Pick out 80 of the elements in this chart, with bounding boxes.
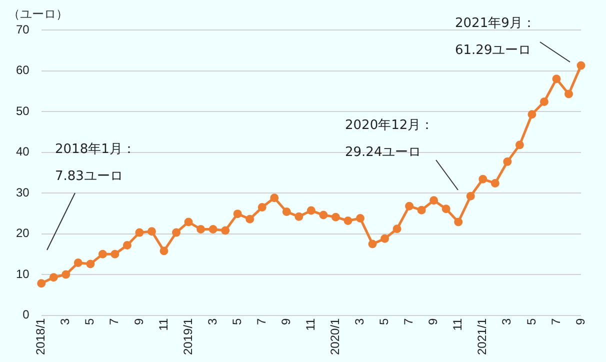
point: [430, 196, 438, 205]
point: [110, 250, 120, 258]
point: [37, 279, 46, 288]
y-tick-label: 30: [16, 185, 30, 200]
point: [392, 224, 402, 234]
point: [49, 273, 58, 282]
point: [356, 214, 364, 223]
point: [454, 218, 463, 226]
x-tick-label: 5: [82, 318, 97, 325]
x-tick-label: 11: [156, 318, 170, 331]
point: [490, 178, 500, 188]
x-tick-label: 3: [205, 318, 220, 325]
point: [466, 192, 475, 200]
y-tick-label: 10: [16, 266, 30, 281]
point: [515, 140, 524, 150]
point: [282, 208, 291, 216]
point: [233, 210, 242, 218]
point: [86, 260, 95, 268]
x-tick-label: 2021/1: [475, 318, 490, 355]
annotation: 2021年9月： 61.29ユーロ: [455, 16, 536, 58]
y-axis-title: （ユーロ）: [8, 6, 68, 23]
y-tick-label: 0: [22, 308, 30, 322]
point: [208, 225, 218, 234]
point: [62, 270, 70, 279]
y-tick-label: 40: [16, 144, 30, 159]
x-tick-label: 2019/1: [180, 318, 195, 355]
point: [478, 174, 488, 184]
x-tick-label: 7: [402, 318, 416, 325]
point: [184, 218, 193, 226]
point: [576, 61, 586, 70]
y-tick-label: 60: [16, 63, 30, 78]
x-tick-label: 9: [278, 318, 293, 325]
x-tick-label: 9: [573, 318, 588, 325]
point: [122, 240, 132, 250]
point: [380, 234, 390, 243]
x-tick-label: 11: [303, 318, 318, 331]
point: [417, 206, 426, 214]
x-tick-label: 7: [107, 318, 122, 325]
point: [319, 210, 328, 220]
point: [331, 212, 340, 222]
x-tick-label: 5: [377, 318, 392, 325]
point: [98, 250, 107, 258]
point: [196, 225, 206, 234]
x-tick-label: 11: [450, 318, 465, 331]
point: [405, 202, 414, 210]
y-tick-label: 20: [16, 226, 30, 240]
x-tick-label: 5: [524, 318, 538, 325]
point: [172, 228, 181, 237]
point: [344, 216, 352, 225]
x-tick-label: 2020/1: [328, 318, 342, 355]
x-tick-label: 7: [548, 318, 563, 325]
point: [74, 258, 82, 267]
point: [306, 206, 316, 215]
y-tick-label: 50: [16, 104, 30, 118]
x-tick-label: 9: [426, 318, 440, 325]
point: [135, 228, 144, 237]
x-tick-label: 3: [58, 318, 72, 325]
annotation: 2020年12月： 29.24ユーロ: [345, 118, 434, 160]
point: [221, 226, 230, 235]
point: [540, 97, 548, 106]
point: [528, 110, 536, 119]
point: [442, 204, 450, 214]
x-tick-label: 5: [230, 318, 244, 325]
point: [294, 212, 304, 221]
point: [160, 246, 168, 256]
x-tick-label: 3: [352, 318, 367, 325]
point: [246, 214, 254, 224]
point: [552, 74, 561, 84]
x-tick-label: 7: [254, 318, 268, 325]
point: [147, 227, 156, 236]
point: [564, 90, 573, 98]
point: [368, 240, 377, 248]
x-tick-label: 3: [500, 318, 514, 325]
point: [270, 194, 279, 202]
x-tick-label: 2018/1: [34, 318, 48, 355]
x-tick-label: 9: [132, 318, 146, 325]
y-tick-label: 70: [16, 22, 30, 36]
annotation: 2018年1月： 7.83ユーロ: [55, 142, 136, 184]
point: [503, 157, 512, 166]
point: [258, 203, 266, 212]
